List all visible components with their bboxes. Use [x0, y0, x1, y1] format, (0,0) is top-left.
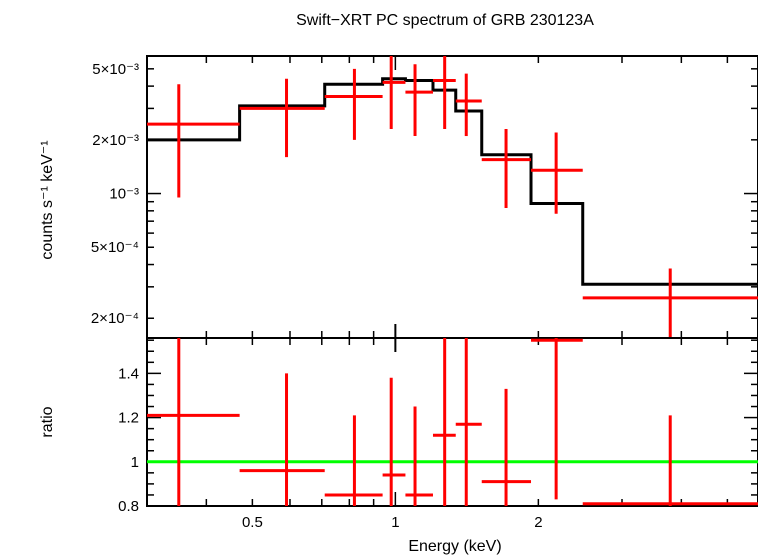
ratio-y-tick-label: 0.8	[118, 498, 139, 515]
data-point	[382, 56, 406, 129]
ratio-point	[582, 415, 758, 506]
model-series	[147, 77, 758, 286]
data-series	[147, 56, 758, 338]
ratio-point	[455, 338, 482, 506]
ratio-y-tick-label: 1.2	[118, 410, 139, 427]
data-point	[432, 56, 456, 129]
ratio-data-series	[147, 338, 758, 506]
ratio-point	[432, 338, 456, 506]
spectrum-y-tick-label: 2×10⁻⁴	[91, 310, 139, 327]
spectrum-plot-frame	[146, 55, 758, 339]
spectrum-axis-ticks: 2×10⁻⁴ 5×10⁻⁴ 10⁻³ 2×10⁻³ 5×10⁻³	[91, 56, 758, 338]
chart-title: Swift−XRT PC spectrum of GRB 230123A	[296, 12, 594, 29]
ratio-point	[481, 388, 532, 506]
data-point	[481, 128, 532, 208]
ratio-point	[382, 377, 406, 506]
x-tick-label: 0.5	[242, 514, 263, 531]
ratio-y-axis-label: ratio	[39, 406, 56, 437]
ratio-point	[405, 406, 433, 506]
ratio-point	[147, 338, 240, 506]
spectrum-y-axis-label: counts s⁻¹ keV⁻¹	[39, 140, 56, 259]
x-axis-label: Energy (keV)	[408, 538, 501, 555]
spectrum-panel: 2×10⁻⁴ 5×10⁻⁴ 10⁻³ 2×10⁻³ 5×10⁻³ counts s⁻¹ …	[39, 55, 758, 339]
ratio-point	[324, 415, 383, 506]
ratio-plot-frame	[146, 337, 758, 507]
ratio-axis-ticks: 0.5 1 2 0.8 1 1.2 1.4	[118, 338, 758, 531]
data-point	[324, 68, 383, 140]
spectrum-y-tick-label: 5×10⁻⁴	[91, 239, 139, 256]
spectrum-y-tick-label: 2×10⁻³	[92, 132, 139, 149]
x-tick-label: 2	[534, 514, 542, 531]
data-point	[239, 78, 325, 158]
model-step-line	[147, 77, 758, 286]
ratio-point	[531, 338, 583, 500]
data-point	[405, 64, 433, 137]
data-point	[531, 132, 583, 214]
ratio-panel: 0.5 1 2 0.8 1 1.2 1.4 ratio Energy (keV)	[39, 337, 758, 555]
spectrum-y-tick-label: 5×10⁻³	[92, 61, 139, 78]
ratio-y-tick-label: 1.4	[118, 365, 139, 382]
data-point	[582, 268, 758, 338]
ratio-y-tick-label: 1	[131, 454, 139, 471]
data-point	[147, 84, 240, 198]
spectrum-y-tick-label: 10⁻³	[109, 186, 139, 203]
data-point	[455, 73, 482, 137]
ratio-point	[239, 373, 325, 506]
x-tick-label: 1	[391, 514, 399, 531]
